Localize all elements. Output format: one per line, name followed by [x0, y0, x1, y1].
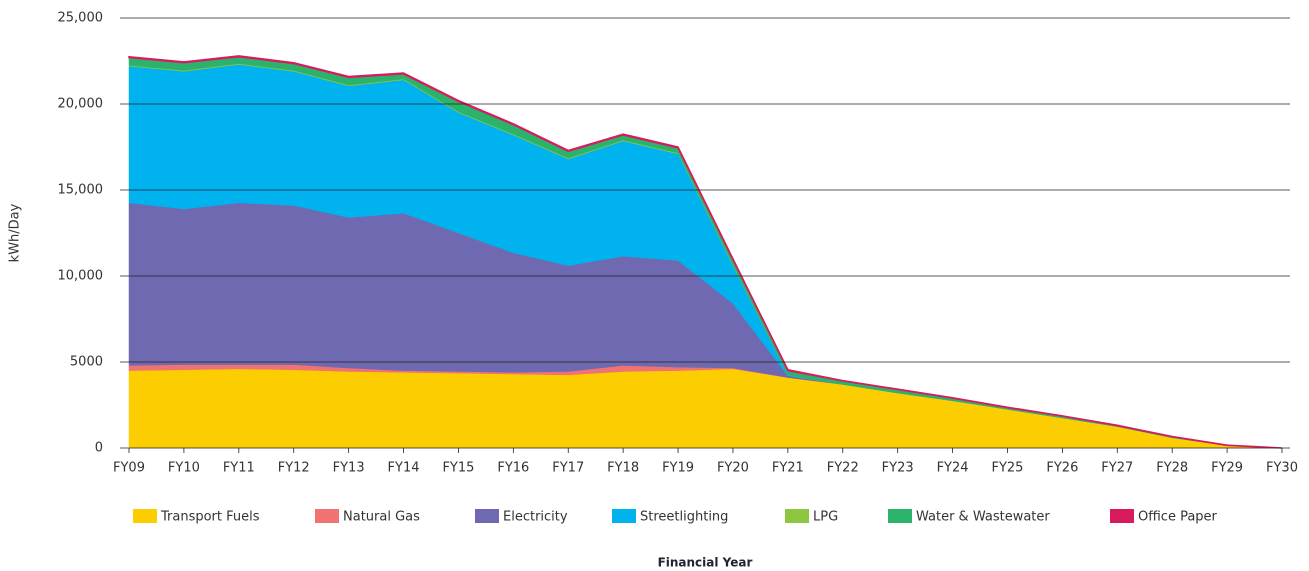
legend-swatch	[1110, 509, 1134, 523]
x-tick-label: FY28	[1156, 461, 1188, 476]
x-tick-label: FY15	[442, 461, 474, 476]
x-tick-label: FY09	[113, 461, 145, 476]
x-tick-label: FY10	[168, 461, 200, 476]
legend-swatch	[888, 509, 912, 523]
legend-swatch	[315, 509, 339, 523]
y-tick-label: 20,000	[58, 97, 104, 112]
x-tick-label: FY19	[662, 461, 694, 476]
legend-label: Office Paper	[1138, 510, 1218, 525]
legend-label: Transport Fuels	[160, 510, 260, 525]
x-tick-label: FY17	[552, 461, 584, 476]
x-tick-label: FY16	[497, 461, 529, 476]
legend-label: Streetlighting	[640, 510, 728, 525]
x-tick-label: FY18	[607, 461, 639, 476]
legend-label: LPG	[813, 510, 838, 525]
y-tick-label: 0	[95, 441, 103, 456]
x-tick-label: FY12	[278, 461, 310, 476]
x-tick-label: FY23	[882, 461, 914, 476]
x-tick-label: FY20	[717, 461, 749, 476]
x-tick-label: FY30	[1266, 461, 1298, 476]
x-tick-label: FY21	[772, 461, 804, 476]
x-tick-label: FY29	[1211, 461, 1243, 476]
x-tick-label: FY25	[991, 461, 1023, 476]
legend-swatch	[785, 509, 809, 523]
legend-swatch	[133, 509, 157, 523]
x-tick-label: FY24	[937, 461, 969, 476]
y-tick-label: 10,000	[58, 269, 104, 284]
y-tick-label: 15,000	[58, 183, 104, 198]
y-axis-title: kWh/Day	[8, 203, 23, 262]
legend-label: Natural Gas	[343, 510, 420, 525]
legend-swatch	[612, 509, 636, 523]
x-tick-label: FY26	[1046, 461, 1078, 476]
legend-swatch	[475, 509, 499, 523]
x-tick-label: FY11	[223, 461, 255, 476]
area	[128, 55, 1283, 449]
area	[128, 368, 1283, 449]
y-tick-label: 25,000	[58, 11, 104, 26]
x-tick-label: FY14	[388, 461, 420, 476]
x-tick-label: FY27	[1101, 461, 1133, 476]
x-tick-label: FY13	[333, 461, 365, 476]
legend-label: Electricity	[503, 510, 568, 525]
y-tick-label: 5000	[70, 355, 103, 370]
x-tick-label: FY22	[827, 461, 859, 476]
x-axis-title: Financial Year	[658, 556, 753, 570]
legend-label: Water & Wastewater	[916, 510, 1050, 525]
